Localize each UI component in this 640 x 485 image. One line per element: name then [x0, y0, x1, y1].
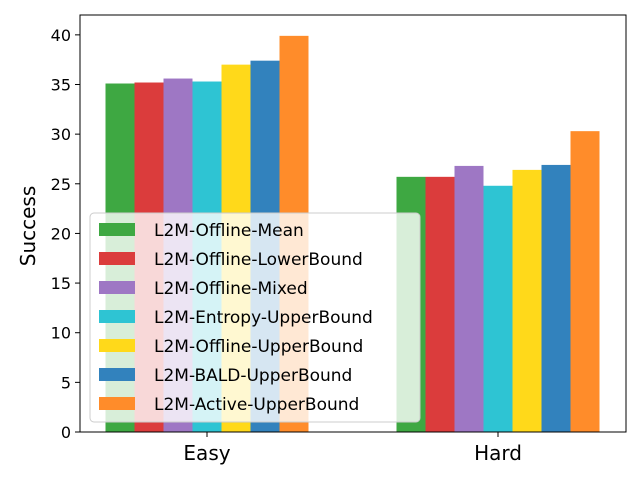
legend-swatch [99, 252, 135, 265]
legend-label: L2M-Entropy-UpperBound [154, 308, 373, 328]
y-tick-label: 35 [51, 76, 71, 95]
legend-label: L2M-Offline-LowerBound [154, 250, 363, 270]
legend-swatch [99, 368, 135, 381]
y-tick-label: 15 [51, 274, 71, 293]
y-tick-label: 10 [51, 324, 71, 343]
legend-swatch [99, 339, 135, 352]
bar-l2m-offline-mixed-hard [454, 165, 484, 432]
y-tick-label: 40 [51, 26, 71, 45]
x-tick-label-hard: Hard [474, 441, 522, 465]
y-axis-title: Success [16, 186, 40, 267]
legend-label: L2M-BALD-UpperBound [154, 366, 352, 386]
y-tick-label: 25 [51, 175, 71, 194]
legend-label: L2M-Offline-Mean [154, 221, 304, 241]
x-tick-label-easy: Easy [183, 441, 230, 465]
legend: L2M-Offline-Mean L2M-Offline-LowerBound L2… [89, 212, 421, 423]
y-tick-label: 20 [51, 224, 71, 243]
plot-frame [79, 14, 627, 433]
legend-label: L2M-Active-UpperBound [154, 395, 359, 415]
bar-l2m-active-upperbound-hard [570, 131, 600, 432]
legend-swatch [99, 281, 135, 294]
y-tick-label: 0 [61, 423, 71, 442]
axes-layer: 0 5 10 15 20 25 30 35 40 Easy Hard [51, 14, 627, 465]
bar-l2m-entropy-upperbound-hard [483, 185, 513, 432]
legend-swatch [99, 397, 135, 410]
bar-l2m-offline-lowerbound-hard [425, 176, 455, 432]
bar-l2m-offline-upperbound-hard [512, 169, 542, 432]
legend-label: L2M-Offline-UpperBound [154, 337, 363, 357]
legend-box [89, 212, 421, 423]
legend-label: L2M-Offline-Mixed [154, 279, 308, 299]
bar-l2m-bald-upperbound-hard [541, 164, 571, 432]
legend-swatch [99, 310, 135, 323]
y-tick-label: 5 [61, 373, 71, 392]
legend-swatch [99, 223, 135, 236]
y-tick-label: 30 [51, 125, 71, 144]
